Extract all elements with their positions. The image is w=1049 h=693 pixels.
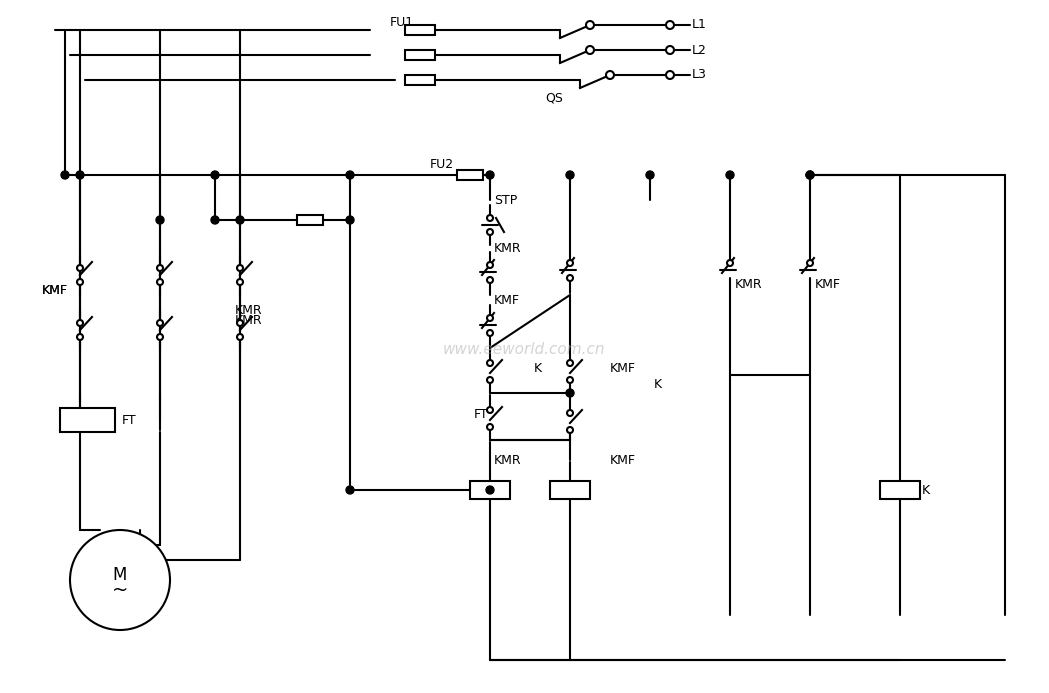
Text: www.eeworld.com.cn: www.eeworld.com.cn [443,342,605,358]
Circle shape [157,265,163,271]
FancyBboxPatch shape [405,50,435,60]
Circle shape [487,407,493,413]
Circle shape [586,21,594,29]
Circle shape [157,334,163,340]
FancyBboxPatch shape [297,215,323,225]
Circle shape [666,21,675,29]
Text: STP: STP [494,193,517,207]
Text: KMR: KMR [735,279,763,292]
Text: K: K [534,362,542,374]
Circle shape [70,530,170,630]
Circle shape [157,320,163,326]
FancyBboxPatch shape [60,408,115,432]
Text: KMF: KMF [611,362,636,374]
Circle shape [568,275,573,281]
Text: KMR: KMR [494,241,521,254]
Circle shape [346,216,354,224]
Circle shape [76,171,84,179]
Circle shape [237,320,243,326]
Circle shape [487,377,493,383]
Text: KMF: KMF [42,283,68,297]
Text: KMF: KMF [815,279,841,292]
Text: KMR: KMR [235,304,262,317]
Circle shape [487,330,493,336]
Circle shape [806,171,814,179]
Circle shape [61,171,69,179]
Circle shape [726,171,734,179]
Circle shape [568,410,573,416]
Text: L3: L3 [692,69,707,82]
Circle shape [157,279,163,285]
Text: FT: FT [122,414,136,426]
Circle shape [568,260,573,266]
Circle shape [666,46,675,54]
Text: KMF: KMF [494,294,520,306]
Circle shape [806,171,814,179]
Circle shape [646,171,654,179]
FancyBboxPatch shape [457,170,483,180]
Text: FT: FT [474,408,489,421]
Circle shape [487,424,493,430]
Circle shape [487,229,493,235]
Circle shape [586,46,594,54]
Circle shape [77,320,83,326]
Text: K: K [654,378,662,392]
Circle shape [346,486,354,494]
Text: KMF: KMF [42,283,68,297]
FancyBboxPatch shape [405,25,435,35]
Text: KMR: KMR [235,313,262,326]
FancyBboxPatch shape [880,481,920,499]
Circle shape [486,486,494,494]
Circle shape [487,262,493,268]
Text: K: K [922,484,930,496]
Circle shape [566,389,574,397]
Circle shape [77,279,83,285]
Circle shape [568,377,573,383]
Circle shape [237,265,243,271]
Circle shape [237,334,243,340]
Circle shape [487,360,493,366]
Circle shape [236,216,244,224]
Circle shape [211,216,219,224]
Circle shape [156,216,164,224]
FancyBboxPatch shape [470,481,510,499]
Circle shape [487,277,493,283]
Circle shape [77,334,83,340]
Circle shape [566,171,574,179]
FancyBboxPatch shape [550,481,590,499]
Text: L1: L1 [692,19,707,31]
Text: FU2: FU2 [430,159,454,171]
Circle shape [237,279,243,285]
Circle shape [211,171,219,179]
Text: M: M [113,566,127,584]
Circle shape [568,427,573,433]
Circle shape [666,71,675,79]
Text: KMF: KMF [611,453,636,466]
Circle shape [486,171,494,179]
Circle shape [487,215,493,221]
Text: QS: QS [545,91,563,105]
Text: ~: ~ [112,581,128,599]
Circle shape [77,265,83,271]
Circle shape [606,71,614,79]
Circle shape [487,315,493,321]
FancyBboxPatch shape [405,75,435,85]
Circle shape [807,260,813,266]
Text: L2: L2 [692,44,707,57]
Circle shape [568,360,573,366]
Text: KMR: KMR [494,453,521,466]
Text: FU1: FU1 [390,15,414,28]
Circle shape [346,171,354,179]
Circle shape [727,260,733,266]
